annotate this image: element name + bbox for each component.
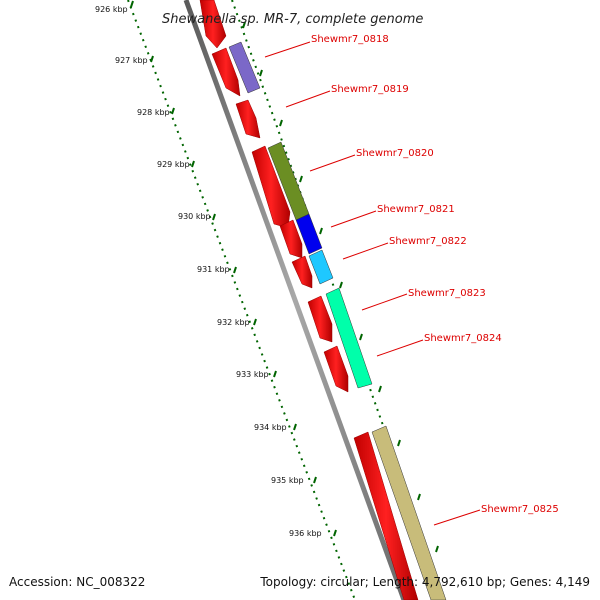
cds-arrow-4 <box>251 145 291 229</box>
tick-label-933: 933 kbp <box>236 370 269 379</box>
tick-label-929: 929 kbp <box>157 160 190 169</box>
outer-major-ticks <box>242 21 439 553</box>
label-leaders <box>264 41 481 526</box>
cds-arrow-3 <box>235 99 261 139</box>
cds-forward-track <box>199 0 419 600</box>
cds-arrow-9 <box>353 431 419 600</box>
tick-label-927: 927 kbp <box>115 56 148 65</box>
gene-block-0822 <box>308 249 334 285</box>
gene-block-0818 <box>228 41 261 94</box>
tick-label-932: 932 kbp <box>217 318 250 327</box>
tick-label-926: 926 kbp <box>95 5 128 14</box>
genome-backbone <box>183 0 407 600</box>
tick-label-934: 934 kbp <box>254 423 287 432</box>
gene-block-0821 <box>295 213 323 255</box>
gene-label-0819[interactable]: Shewmr7_0819 <box>331 84 409 95</box>
cds-arrow-8 <box>323 345 349 393</box>
inner-tick-ring <box>127 0 356 600</box>
tick-label-935: 935 kbp <box>271 476 304 485</box>
cds-arrow-5 <box>279 219 303 259</box>
gene-block-0823-0824 <box>325 287 373 389</box>
tick-label-931: 931 kbp <box>197 265 230 274</box>
gene-label-0825[interactable]: Shewmr7_0825 <box>481 504 559 515</box>
tick-labels: 926 kbp 927 kbp 928 kbp 929 kbp 930 kbp … <box>95 5 322 538</box>
cds-arrow-6 <box>291 255 313 289</box>
tick-label-928: 928 kbp <box>137 108 170 117</box>
gene-label-0823[interactable]: Shewmr7_0823 <box>408 288 486 299</box>
gene-label-0822[interactable]: Shewmr7_0822 <box>389 236 467 247</box>
inner-major-ticks <box>130 0 337 537</box>
topology-text: Topology: circular; Length: 4,792,610 bp… <box>259 575 590 589</box>
gene-blocks <box>228 41 447 600</box>
outer-tick-ring <box>231 0 446 600</box>
accession-text: Accession: NC_008322 <box>9 575 145 589</box>
gene-label-0824[interactable]: Shewmr7_0824 <box>424 333 502 344</box>
cds-arrow-2 <box>211 47 241 97</box>
gene-label-0818[interactable]: Shewmr7_0818 <box>311 34 389 45</box>
map-title: Shewanella sp. MR-7, complete genome <box>162 12 423 27</box>
gene-label-0820[interactable]: Shewmr7_0820 <box>356 148 434 159</box>
cds-arrow-1 <box>199 0 227 49</box>
tick-label-936: 936 kbp <box>289 529 322 538</box>
gene-label-0821[interactable]: Shewmr7_0821 <box>377 204 455 215</box>
tick-label-930: 930 kbp <box>178 212 211 221</box>
gene-labels: Shewmr7_0818 Shewmr7_0819 Shewmr7_0820 S… <box>311 34 559 515</box>
gene-block-0825 <box>371 425 447 600</box>
cds-arrow-7 <box>307 295 333 343</box>
